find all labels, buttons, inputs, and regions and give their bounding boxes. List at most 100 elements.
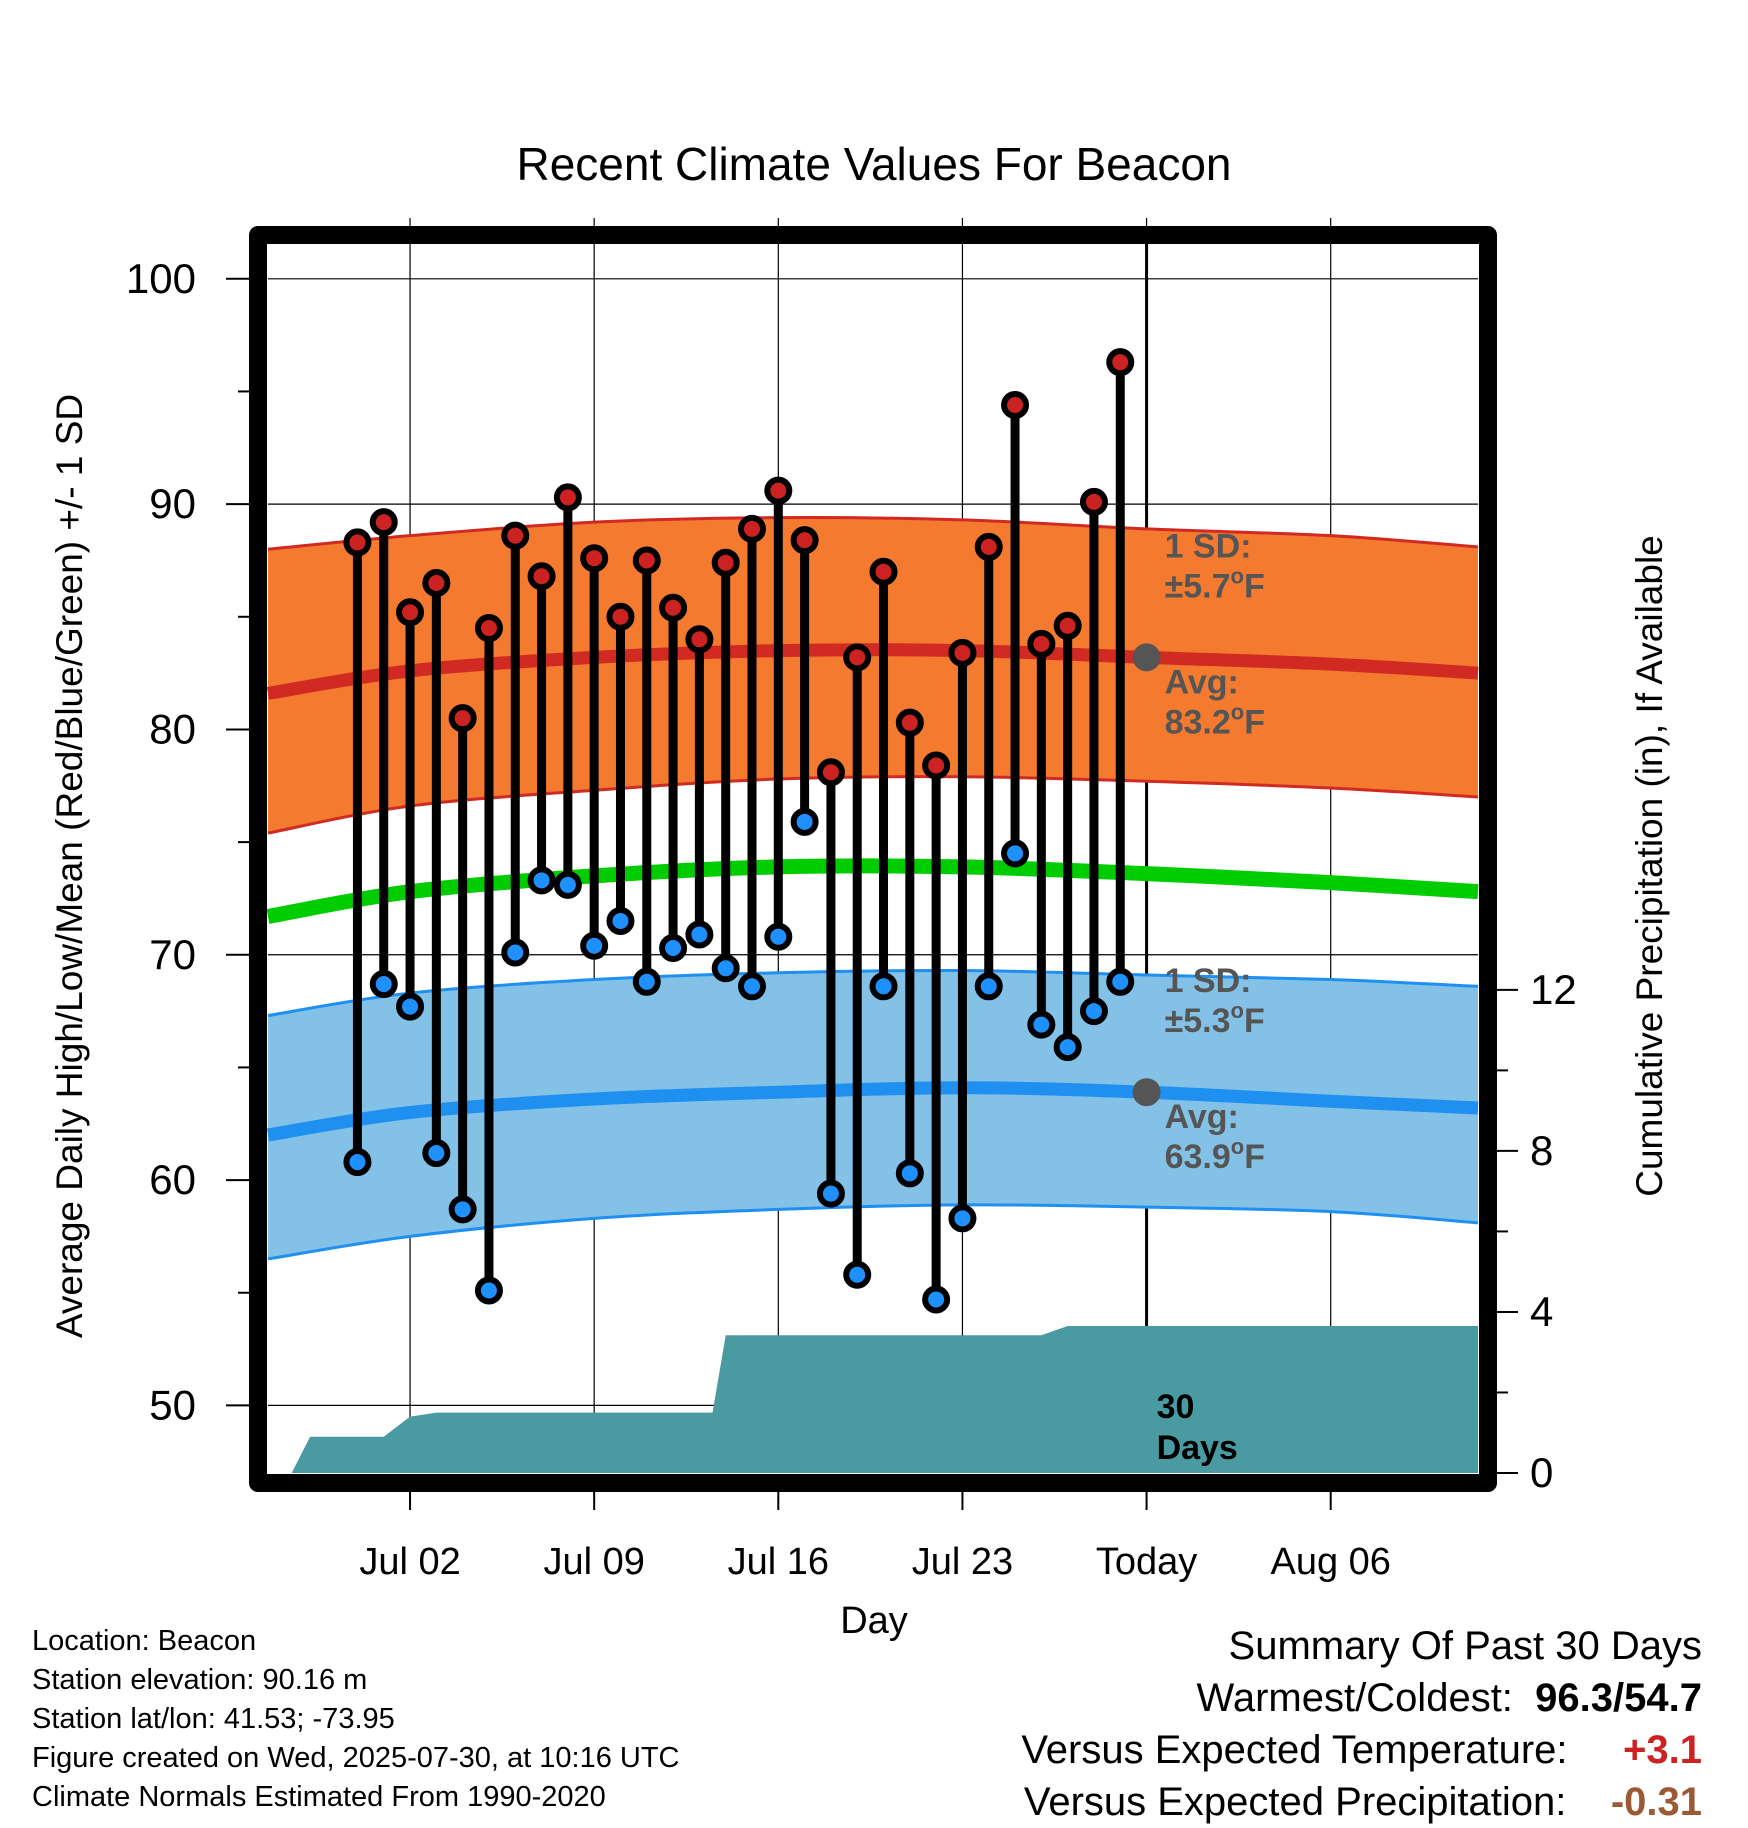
high-avg-value: 83.2oF [1165,699,1265,741]
daily-low-dot-27 [1053,1033,1082,1062]
daily-low-dot-20 [869,972,898,1001]
daily-high-dot-20 [869,557,898,586]
y-tick-label-3: 80 [149,705,196,752]
x-tick-label-5: Aug 06 [1270,1541,1390,1583]
days-label-word: Days [1157,1429,1238,1467]
precip-label: Versus Expected Precipitation: [1023,1780,1567,1824]
daily-high-dot-26 [1027,629,1056,658]
daily-high-dot-12 [659,593,688,622]
y-tick-label-2: 70 [149,931,196,978]
daily-high-dot-29 [1106,348,1135,377]
x-tick-label-2: Jul 16 [728,1541,829,1583]
daily-high-dot-4 [448,704,477,733]
high-avg-label: Avg: [1165,663,1239,701]
daily-stems [352,362,1125,1300]
daily-low-dot-4 [448,1195,477,1224]
daily-low-dot-29 [1106,967,1135,996]
daily-low-dot-11 [632,967,661,996]
daily-high-dot-10 [606,602,635,631]
warm-cold-separator: / [1613,1676,1625,1720]
daily-low-dot-22 [922,1285,951,1314]
daily-low-dot-3 [422,1139,451,1168]
low-sd-label: 1 SD: [1165,962,1252,1000]
daily-high-dot-17 [790,526,819,555]
low-sd-band [268,970,1478,1259]
daily-high-dot-11 [632,546,661,575]
y2-tick-label-2: 8 [1530,1127,1553,1174]
daily-high-dot-14 [711,548,740,577]
plot-frame [249,226,1497,1492]
daily-high-dot-16 [764,476,793,505]
daily-low-dot-2 [396,992,425,1021]
low-avg-value: 63.9oF [1165,1134,1265,1176]
temp-value: +3.1 [1623,1728,1702,1772]
daily-high-dot-21 [895,708,924,737]
x-tick-label-4: Today [1096,1541,1197,1583]
chart-title: Recent Climate Values For Beacon [516,138,1231,190]
daily-high-dot-7 [527,562,556,591]
daily-high-dot-19 [843,643,872,672]
daily-high-dot-13 [685,625,714,654]
daily-high-dot-28 [1079,487,1108,516]
warmest-value: 96.3 [1535,1676,1614,1720]
y-tick-label-1: 60 [149,1156,196,1203]
low-sd-lower-line [267,1203,1479,1261]
daily-low-dot-24 [974,972,1003,1001]
daily-high-dot-6 [501,521,530,550]
daily-high-dot-8 [553,483,582,512]
y-tick-label-5: 100 [126,255,196,302]
daily-high-dot-22 [922,751,951,780]
daily-low-dot-26 [1027,1010,1056,1039]
daily-high-dot-23 [948,638,977,667]
daily-low-dot-7 [527,866,556,895]
x-tick-label-0: Jul 02 [359,1541,460,1583]
normals-text: Climate Normals Estimated From 1990-2020 [32,1781,606,1813]
daily-high-dot-3 [422,568,451,597]
daily-high-dot-18 [816,758,845,787]
daily-low-dot-9 [580,931,609,960]
daily-high-dot-5 [474,614,503,643]
daily-low-dot-23 [948,1204,977,1233]
x-tick-label-3: Jul 23 [912,1541,1013,1583]
daily-high-dot-27 [1053,611,1082,640]
y-tick-label-0: 50 [149,1381,196,1428]
daily-low-dot-10 [606,906,635,935]
created-text: Figure created on Wed, 2025-07-30, at 10… [32,1742,680,1774]
low-avg-line [266,1081,1479,1142]
daily-low-dot-17 [790,807,819,836]
y2-axis-label: Cumulative Precipitation (in), If Availa… [1629,535,1670,1197]
high-avg-marker [1132,643,1161,672]
daily-low-dot-21 [895,1159,924,1188]
daily-high-dot-0 [343,528,372,557]
low-sd-upper-line [267,968,1479,1018]
daily-dots [343,348,1135,1314]
x-axis-label: Day [840,1600,908,1642]
temp-label: Versus Expected Temperature: [1021,1728,1568,1772]
summary-precip: Versus Expected Precipitation: -0.31 [1021,1776,1702,1828]
daily-low-dot-6 [501,938,530,967]
y-axis-label: Average Daily High/Low/Mean (Red/Blue/Gr… [49,394,90,1338]
daily-low-dot-15 [738,972,766,1001]
x-tick-label-1: Jul 09 [543,1541,644,1583]
daily-low-dot-12 [659,934,688,963]
station-info: Location: Beacon Station elevation: 90.1… [32,1622,680,1817]
warm-cold-label: Warmest/Coldest: [1196,1676,1513,1720]
y2-tick-label-3: 12 [1530,966,1577,1013]
daily-high-dot-9 [580,544,609,573]
daily-high-dot-15 [738,514,766,543]
mean-line [266,858,1479,924]
precip-area [291,1326,1478,1473]
precip-value: -0.31 [1610,1780,1702,1824]
elevation-text: Station elevation: 90.16 m [32,1664,368,1696]
daily-low-dot-1 [369,970,398,999]
summary-panel: Summary Of Past 30 Days Warmest/Coldest:… [1021,1620,1702,1828]
low-avg-marker [1132,1078,1161,1107]
daily-low-dot-28 [1079,997,1108,1026]
summary-temp: Versus Expected Temperature: +3.1 [1021,1724,1702,1776]
days-label-number: 30 [1157,1388,1195,1426]
high-avg-line [266,643,1479,700]
y-tick-label-4: 90 [149,480,196,527]
high-sd-value: ±5.7oF [1165,563,1265,605]
grid [268,218,1478,1473]
